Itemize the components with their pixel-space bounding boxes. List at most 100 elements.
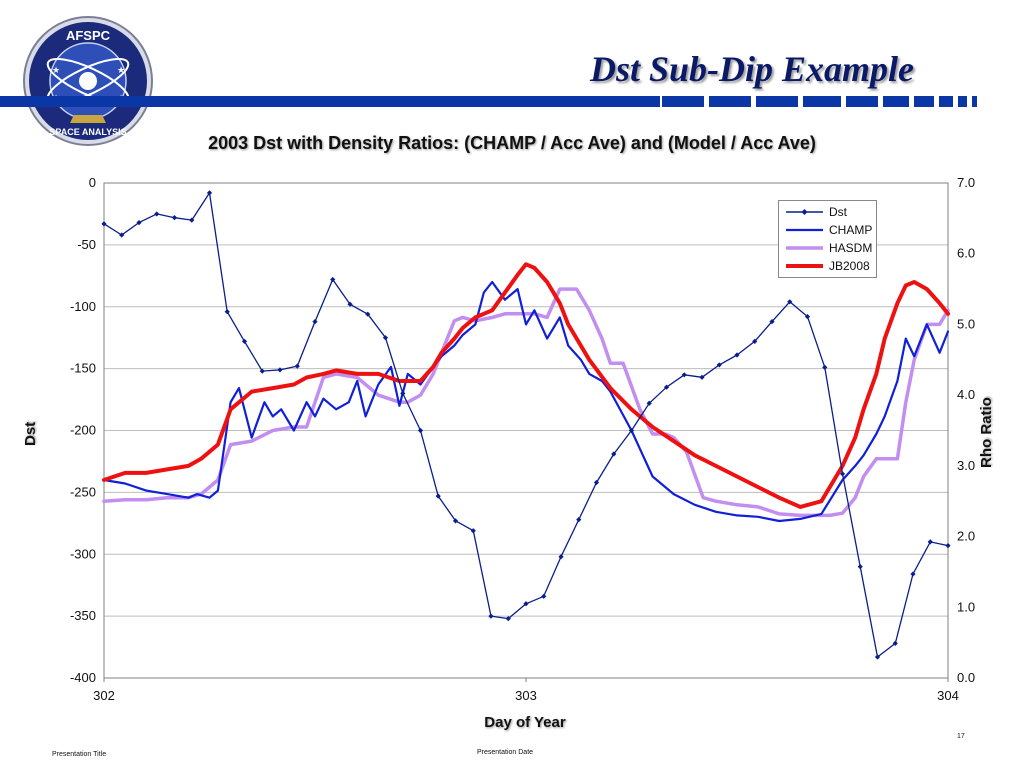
dst-point <box>241 338 248 344</box>
y-axis-title-right: Rho Ratio <box>978 397 995 468</box>
dst-point <box>857 564 863 570</box>
y-left-tick-label: -200 <box>70 423 96 438</box>
dst-point <box>558 554 564 560</box>
dst-point <box>787 299 793 305</box>
dst-point <box>400 390 406 396</box>
y-right-tick-label: 2.0 <box>957 529 975 544</box>
dst-point <box>716 362 722 368</box>
y-right-tick-label: 7.0 <box>957 175 975 190</box>
x-tick-label: 302 <box>93 688 115 703</box>
dst-point <box>734 352 740 358</box>
series-jb2008-line <box>102 262 950 509</box>
series-hasdm-line <box>102 287 950 518</box>
dst-point <box>523 601 529 607</box>
header-band-blocks <box>662 96 977 107</box>
page-number: 17 <box>957 733 965 740</box>
dst-point <box>910 571 916 577</box>
y-right-tick-label: 1.0 <box>957 599 975 614</box>
dst-point <box>294 363 300 369</box>
legend-item-champ: CHAMP <box>783 222 873 238</box>
legend: Dst CHAMP HASDM JB2008 <box>778 200 877 278</box>
dst-point <box>646 400 652 406</box>
svg-text:★: ★ <box>117 66 125 76</box>
dst-point <box>769 319 775 325</box>
footer-presentation-date: Presentation Date <box>477 749 534 756</box>
dst-point <box>752 338 758 344</box>
legend-swatch-hasdm <box>786 246 823 250</box>
footer-presentation-title: Presentation Title <box>52 751 107 758</box>
y-left-tick-label: -350 <box>70 608 96 623</box>
y-right-tick-label: 3.0 <box>957 458 975 473</box>
legend-label: HASDM <box>829 241 873 255</box>
y-right-tick-label: 6.0 <box>957 246 975 261</box>
dst-point <box>611 451 617 457</box>
legend-swatch-champ <box>786 228 823 232</box>
dst-point <box>312 319 318 325</box>
dst-point <box>417 427 424 434</box>
afspc-space-analysis-logo: ★ ★ ★ ★ AFSPC SPACE ANALYSIS <box>23 16 153 146</box>
y-right-tick-label: 4.0 <box>957 387 975 402</box>
dst-point <box>382 335 389 341</box>
dst-point <box>119 232 125 238</box>
legend-swatch-dst <box>786 209 823 215</box>
legend-item-dst: Dst <box>783 204 873 220</box>
dst-point <box>452 518 459 524</box>
svg-text:★: ★ <box>52 66 60 76</box>
x-tick-label: 303 <box>515 688 537 703</box>
dst-point <box>576 517 582 523</box>
y-left-tick-label: -300 <box>70 546 96 561</box>
dst-point <box>663 384 670 390</box>
y-right-tick-label: 0.0 <box>957 670 975 685</box>
chart-title: 2003 Dst with Density Ratios: (CHAMP / A… <box>208 133 816 153</box>
dst-point <box>365 311 371 317</box>
x-axis-title: Day of Year <box>484 714 566 731</box>
dst-point <box>593 479 600 486</box>
legend-item-jb2008: JB2008 <box>783 258 873 274</box>
dst-point <box>681 372 687 378</box>
y-right-tick-label: 5.0 <box>957 316 975 331</box>
dst-point <box>136 220 142 226</box>
legend-label: JB2008 <box>829 259 870 273</box>
dst-point <box>892 640 898 646</box>
dst-point <box>206 190 213 196</box>
y-left-tick-label: -50 <box>77 237 96 252</box>
dst-point <box>699 374 705 380</box>
y-left-tick-label: 0 <box>89 175 96 190</box>
legend-item-hasdm: HASDM <box>783 240 873 256</box>
y-left-tick-label: -100 <box>70 299 96 314</box>
slide-title: Dst Sub-Dip Example <box>589 49 914 89</box>
dst-point <box>628 427 635 434</box>
header-band <box>0 96 660 107</box>
dst-point <box>874 654 881 660</box>
dst-point <box>839 471 846 477</box>
dst-point <box>927 539 933 545</box>
dst-point <box>101 221 107 227</box>
logo-bottom-text: SPACE ANALYSIS <box>49 127 126 137</box>
legend-label: Dst <box>829 205 847 219</box>
y-axis-title-left: Dst <box>22 421 39 446</box>
dst-point <box>189 217 195 223</box>
dst-point <box>804 314 811 320</box>
dst-point <box>945 542 951 549</box>
dst-point <box>541 593 547 599</box>
y-left-tick-label: -150 <box>70 361 96 376</box>
dst-point <box>470 528 476 534</box>
y-left-tick-label: -400 <box>70 670 96 685</box>
legend-label: CHAMP <box>829 223 873 237</box>
dst-point <box>154 211 160 217</box>
dst-point <box>224 309 230 315</box>
dst-point <box>277 367 283 373</box>
y-left-tick-label: -250 <box>70 484 96 499</box>
dst-point <box>259 368 265 374</box>
dst-point <box>822 364 828 370</box>
dst-point <box>488 613 494 619</box>
series-champ-line <box>102 280 950 523</box>
dst-point <box>435 493 441 499</box>
legend-swatch-jb2008 <box>786 264 823 268</box>
x-tick-label: 304 <box>937 688 959 703</box>
logo-top-text: AFSPC <box>66 28 111 43</box>
dst-point <box>330 276 336 283</box>
dst-point <box>171 215 178 221</box>
dst-point <box>505 616 511 622</box>
